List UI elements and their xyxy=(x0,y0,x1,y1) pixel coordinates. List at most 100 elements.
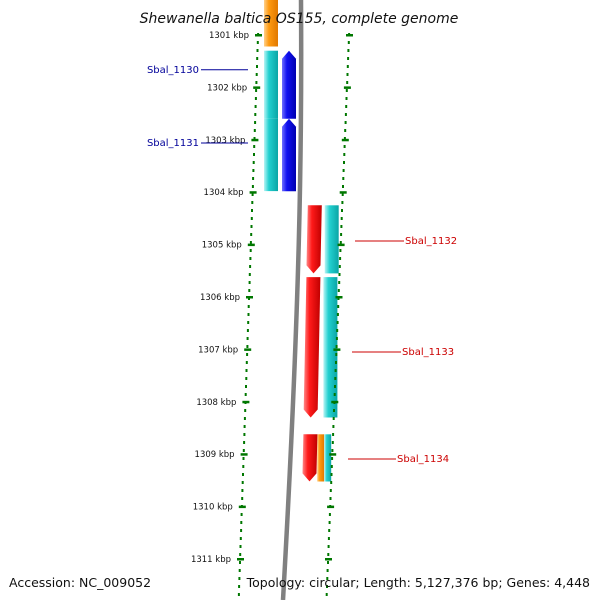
right-track-dot xyxy=(340,233,343,236)
right-track-dot xyxy=(335,337,338,340)
scale-tick-label: 1301 kbp xyxy=(209,31,249,41)
genome-title: Shewanella baltica OS155, complete genom… xyxy=(140,11,459,27)
left-track-dot xyxy=(252,177,255,180)
right-track-dot xyxy=(341,201,344,204)
gene-arrow xyxy=(303,277,321,418)
right-track-dot xyxy=(338,265,341,268)
left-track-dot xyxy=(241,481,244,484)
scale-tick-label: 1306 kbp xyxy=(200,293,240,303)
scale-tick-right xyxy=(325,558,332,561)
scale-tick-right xyxy=(333,348,341,351)
backbone-layer xyxy=(280,0,304,600)
right-track-dot xyxy=(333,393,336,396)
right-track-dot xyxy=(340,225,343,228)
left-track-dot xyxy=(255,81,258,84)
left-track-dot xyxy=(241,489,244,492)
right-track-dot xyxy=(335,353,338,356)
left-track-dot xyxy=(240,529,243,532)
right-track-dot xyxy=(342,185,344,188)
right-track-dot xyxy=(343,161,345,164)
genes-layer xyxy=(282,50,322,482)
left-track-dot xyxy=(247,321,250,324)
left-track-dot xyxy=(248,289,251,292)
right-track-dot xyxy=(345,97,348,100)
right-track-dot xyxy=(328,513,331,516)
right-track-dot xyxy=(336,321,339,324)
accession-text: Accession: NC_009052 xyxy=(9,575,151,590)
right-track-dot xyxy=(333,409,335,412)
scale-tick-left xyxy=(244,348,252,351)
right-track-dot xyxy=(326,577,329,580)
feature-band xyxy=(264,118,278,192)
right-track-dot xyxy=(338,273,341,276)
left-track-dot xyxy=(239,537,242,540)
scale-tick-right xyxy=(341,138,349,142)
right-track-dot xyxy=(347,41,350,44)
scale-tick-left xyxy=(242,400,250,404)
right-track-dot xyxy=(332,417,335,420)
left-track-dot xyxy=(249,241,252,244)
gene-arrow xyxy=(302,434,318,482)
left-track-dot xyxy=(256,49,259,52)
right-track-dot xyxy=(332,433,335,436)
left-track-dot xyxy=(241,497,244,500)
left-track-dot xyxy=(252,169,255,172)
scale-tick-left xyxy=(238,505,246,509)
right-track-dot xyxy=(337,289,340,292)
right-track-dot xyxy=(344,121,347,124)
left-track-dot xyxy=(253,129,256,132)
gene-label: Sbal_1132 xyxy=(405,236,457,247)
feature-bands-layer xyxy=(264,0,339,482)
right-track-dot xyxy=(330,481,333,484)
right-track-dot xyxy=(325,593,328,596)
left-track-dot xyxy=(250,233,253,236)
left-track-dot xyxy=(237,593,240,596)
left-track-dot xyxy=(254,113,257,116)
scale-tick-label: 1309 kbp xyxy=(195,450,235,460)
left-track-dot xyxy=(238,569,241,572)
scale-tick-left xyxy=(249,191,257,194)
left-track-dot xyxy=(253,137,256,140)
left-track-dot xyxy=(254,97,257,100)
gene-arrow xyxy=(282,50,296,119)
left-track-dot xyxy=(245,361,248,364)
right-track-dot xyxy=(330,473,333,476)
right-track-dot xyxy=(334,377,337,380)
scale-tick-left xyxy=(237,558,244,561)
left-track-dot xyxy=(240,521,243,524)
left-track-dot xyxy=(248,281,251,284)
right-track-dot xyxy=(339,257,342,260)
right-track-dot xyxy=(346,73,349,76)
gene-labels-layer: Sbal_1130 Sbal_1131 Sbal_1132 Sbal_1133 Sbal… xyxy=(147,65,457,465)
right-track-dot xyxy=(344,113,347,116)
scale-tick-left xyxy=(246,296,253,299)
left-track-dot xyxy=(255,73,258,76)
left-track-dot xyxy=(256,65,258,68)
scale-tick-right xyxy=(337,243,345,247)
scale-tick-right xyxy=(327,505,335,509)
right-track-dot xyxy=(331,457,334,460)
left-track-dot xyxy=(239,553,242,556)
scale-tick-left xyxy=(251,138,259,142)
left-track-dot xyxy=(246,329,249,332)
right-track-dot xyxy=(336,329,339,332)
right-track-dot xyxy=(335,361,337,364)
left-track-dot xyxy=(256,41,259,44)
scale-tick-label: 1304 kbp xyxy=(204,188,244,198)
right-track-dot xyxy=(326,569,329,572)
right-track-dot xyxy=(329,497,332,500)
right-track-dot xyxy=(339,241,342,244)
left-track-dot xyxy=(246,353,249,356)
left-track-dot xyxy=(251,201,254,204)
left-track-dot xyxy=(238,577,241,580)
left-track-dot xyxy=(239,545,242,548)
gene-label: Sbal_1130 xyxy=(147,65,199,76)
right-track-dot xyxy=(326,585,328,588)
scale-tick-label: 1305 kbp xyxy=(202,241,242,251)
scale-tick-right xyxy=(335,296,343,299)
left-track-dot xyxy=(251,185,254,188)
right-track-dot xyxy=(327,545,330,548)
right-track-dot xyxy=(344,129,347,132)
right-track-dot xyxy=(346,81,349,84)
